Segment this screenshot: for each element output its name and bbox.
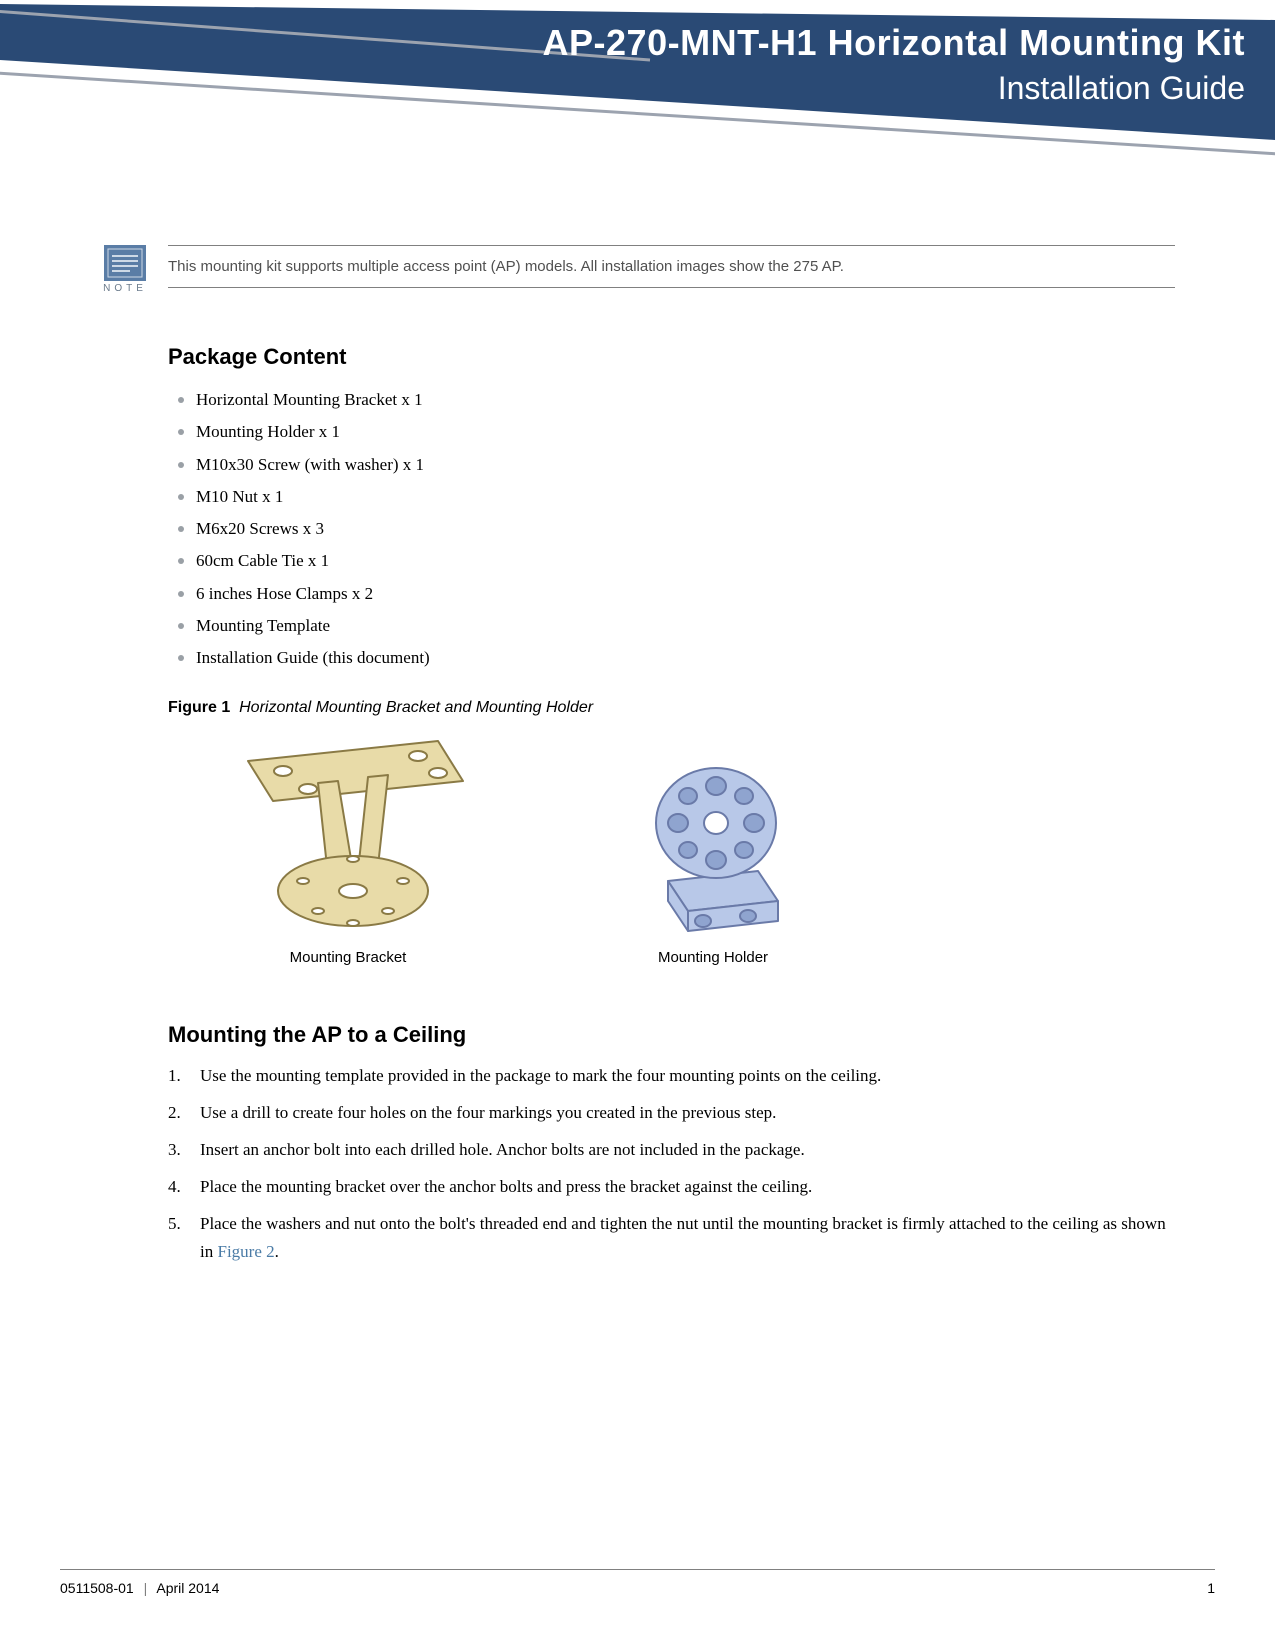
section-heading-mounting: Mounting the AP to a Ceiling — [168, 1022, 1168, 1048]
list-item: M6x20 Screws x 3 — [168, 513, 1168, 545]
note-icon — [104, 245, 146, 281]
figure1-bracket-label: Mounting Bracket — [290, 949, 407, 966]
step-item: Place the mounting bracket over the anch… — [168, 1173, 1168, 1200]
figure-reference-link[interactable]: Figure 2 — [217, 1242, 274, 1261]
step-item: Use a drill to create four holes on the … — [168, 1099, 1168, 1126]
figure1-caption: Figure 1 Horizontal Mounting Bracket and… — [168, 699, 1168, 717]
footer-separator: | — [144, 1580, 148, 1596]
list-item: Installation Guide (this document) — [168, 642, 1168, 674]
step-text-after: . — [275, 1242, 279, 1261]
list-item: M10 Nut x 1 — [168, 481, 1168, 513]
mounting-bracket-illustration — [208, 731, 488, 941]
note-box: NOTE This mounting kit supports multiple… — [100, 245, 1175, 294]
section-heading-package: Package Content — [168, 344, 1168, 370]
figure1-title: Horizontal Mounting Bracket and Mounting… — [239, 699, 593, 716]
page-title: AP-270-MNT-H1 Horizontal Mounting Kit — [543, 22, 1245, 64]
page-subtitle: Installation Guide — [998, 70, 1245, 107]
footer-date: April 2014 — [156, 1580, 219, 1596]
figure1-bracket: Mounting Bracket — [208, 731, 488, 966]
figure1-label: Figure 1 — [168, 699, 230, 716]
step-text: Place the washers and nut onto the bolt'… — [200, 1214, 1166, 1260]
list-item: 60cm Cable Tie x 1 — [168, 545, 1168, 577]
list-item: M10x30 Screw (with washer) x 1 — [168, 449, 1168, 481]
note-label: NOTE — [100, 283, 150, 294]
list-item: Mounting Holder x 1 — [168, 416, 1168, 448]
footer-docnum: 0511508-01 — [60, 1580, 134, 1596]
list-item: Mounting Template — [168, 610, 1168, 642]
figure1-holder-label: Mounting Holder — [658, 949, 768, 966]
figure1-holder: Mounting Holder — [628, 761, 798, 966]
list-item: 6 inches Hose Clamps x 2 — [168, 578, 1168, 610]
note-text: This mounting kit supports multiple acce… — [168, 258, 1175, 275]
mounting-holder-illustration — [628, 761, 798, 941]
step-item: Use the mounting template provided in th… — [168, 1062, 1168, 1089]
step-item: Insert an anchor bolt into each drilled … — [168, 1136, 1168, 1163]
page-footer: 0511508-01 | April 2014 1 — [60, 1569, 1215, 1596]
footer-page-number: 1 — [1207, 1580, 1215, 1596]
list-item: Horizontal Mounting Bracket x 1 — [168, 384, 1168, 416]
mounting-steps: Use the mounting template provided in th… — [168, 1062, 1168, 1265]
package-list: Horizontal Mounting Bracket x 1 Mounting… — [168, 384, 1168, 675]
step-item: Place the washers and nut onto the bolt'… — [168, 1210, 1168, 1264]
